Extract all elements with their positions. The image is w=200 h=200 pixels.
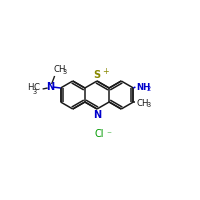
Text: CH: CH xyxy=(54,64,66,73)
Text: C: C xyxy=(34,82,40,92)
Text: Cl: Cl xyxy=(94,129,104,139)
Text: S: S xyxy=(93,70,101,80)
Text: H: H xyxy=(27,84,34,92)
Text: N: N xyxy=(93,110,101,119)
Text: NH: NH xyxy=(136,82,151,92)
Text: 3: 3 xyxy=(63,70,67,75)
Text: N: N xyxy=(47,82,55,92)
Text: 2: 2 xyxy=(146,86,151,92)
Text: 3: 3 xyxy=(146,102,150,108)
Text: ⁻: ⁻ xyxy=(106,131,111,140)
Text: +: + xyxy=(102,68,109,76)
Text: CH: CH xyxy=(136,98,149,108)
Text: 3: 3 xyxy=(33,89,37,95)
